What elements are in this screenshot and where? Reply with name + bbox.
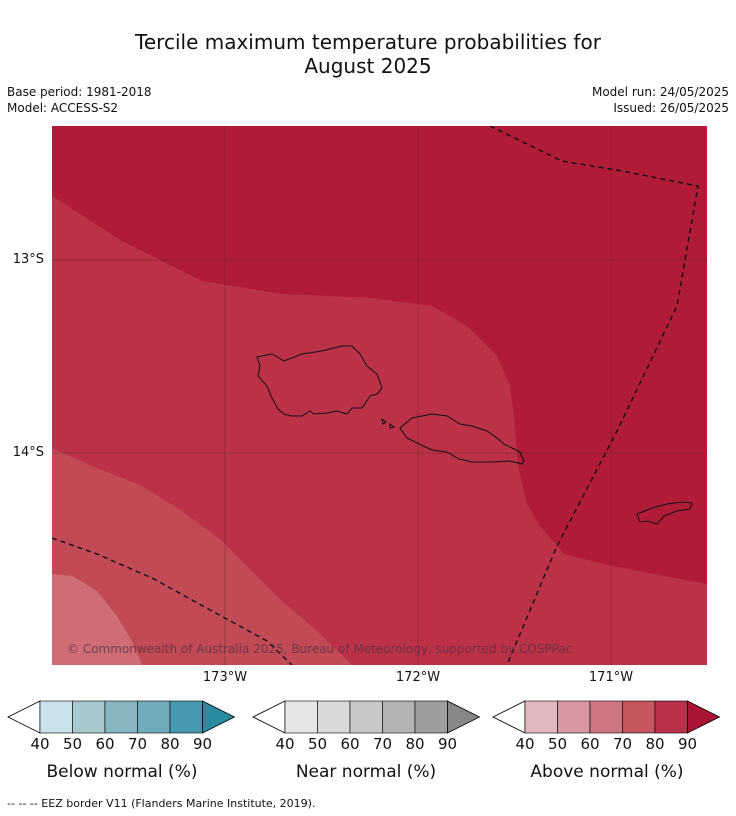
colorbar-extend-min (7, 700, 41, 734)
legend-title-below: Below normal (%) (46, 762, 198, 782)
map-panel (52, 126, 707, 665)
island-manono (381, 417, 387, 425)
colorbar-segment (39, 700, 73, 734)
eez-border (52, 126, 699, 665)
colorbar-tick-label: 50 (548, 735, 567, 752)
colorbar-segment (72, 700, 106, 734)
colorbar-tick-label: 50 (63, 735, 82, 752)
colorbar-tick-label: 60 (340, 735, 359, 752)
colorbar-segment (349, 700, 383, 734)
colorbar: 40 50 60 70 80 90 (7, 700, 236, 752)
colorbar-extend-max (687, 700, 721, 734)
map-svg (52, 126, 707, 665)
colorbar: 40 50 60 70 80 90 (252, 700, 481, 752)
colorbar-extend-min (252, 700, 286, 734)
colorbar-tick-label: 60 (95, 735, 114, 752)
colorbar-tick-label: 90 (438, 735, 457, 752)
legend-above-normal: 40 50 60 70 80 90 (491, 700, 723, 752)
lon-label-171w: 171°W (588, 670, 634, 685)
colorbar-segment (104, 700, 138, 734)
region-above-70 (52, 448, 352, 665)
colorbar-tick-label: 70 (373, 735, 392, 752)
colorbar-tick-label: 40 (515, 735, 534, 752)
colorbar-tick-label: 70 (613, 735, 632, 752)
eez-line-southwest (52, 537, 293, 665)
lon-label-173w: 173°W (202, 670, 248, 685)
title-line-1: Tercile maximum temperature probabilitie… (135, 30, 601, 54)
lon-label-172w: 172°W (395, 670, 441, 685)
colorbar-segment (414, 700, 448, 734)
eez-line-east (489, 126, 699, 665)
copyright-text: © Commonwealth of Australia 2025, Bureau… (67, 642, 573, 656)
colorbar-extend-min (492, 700, 526, 734)
meta-right: Model run: 24/05/2025 Issued: 26/05/2025 (592, 84, 729, 116)
colorbar-tick-label: 60 (580, 735, 599, 752)
region-above-60 (52, 574, 142, 665)
island-upolu (399, 413, 525, 465)
colorbar-segment (137, 700, 171, 734)
colorbar-tick-label: 50 (308, 735, 327, 752)
colorbar-tick-label: 40 (275, 735, 294, 752)
colorbar-segment (622, 700, 656, 734)
island-apolima (389, 423, 396, 429)
title-line-2: August 2025 (304, 54, 432, 78)
colorbar-tick-label: 80 (405, 735, 424, 752)
colorbar-tick-label: 70 (128, 735, 147, 752)
legend-title-near: Near normal (%) (295, 762, 437, 782)
colorbar-tick-label: 80 (645, 735, 664, 752)
footnote: -- -- -- EEZ border V11 (Flanders Marine… (7, 797, 316, 810)
colorbar-tick-label: 90 (678, 735, 697, 752)
model-name: Model: ACCESS-S2 (7, 101, 119, 115)
lat-label-14s: 14°S (12, 445, 44, 460)
colorbar-tick-label: 80 (160, 735, 179, 752)
colorbar-segment (589, 700, 623, 734)
base-period: Base period: 1981-2018 (7, 85, 152, 99)
legend-near-normal: 40 50 60 70 80 90 (251, 700, 483, 752)
colorbar-tick-label: 90 (193, 735, 212, 752)
lat-label-13s: 13°S (12, 252, 44, 267)
colorbar-extend-max (447, 700, 481, 734)
colorbar: 40 50 60 70 80 90 (492, 700, 721, 752)
colorbar-segment (557, 700, 591, 734)
legend-title-above: Above normal (%) (530, 762, 684, 782)
island-savaii (256, 345, 383, 417)
colorbar-segment (524, 700, 558, 734)
issued-date: Issued: 26/05/2025 (613, 101, 729, 115)
model-run: Model run: 24/05/2025 (591, 85, 729, 99)
colorbar-segment (169, 700, 203, 734)
graticule (52, 126, 707, 665)
colorbar-extend-max (202, 700, 236, 734)
coastlines (256, 345, 693, 525)
colorbar-segment (382, 700, 416, 734)
legend-below-normal: 40 50 60 70 80 90 (6, 700, 238, 752)
colorbar-tick-label: 40 (30, 735, 49, 752)
colorbar-segment (284, 700, 318, 734)
colorbar-segment (317, 700, 351, 734)
island-tutuila (636, 501, 693, 525)
chart-title: Tercile maximum temperature probabilitie… (0, 30, 736, 78)
meta-left: Base period: 1981-2018 Model: ACCESS-S2 (7, 84, 152, 116)
colorbar-segment (654, 700, 688, 734)
